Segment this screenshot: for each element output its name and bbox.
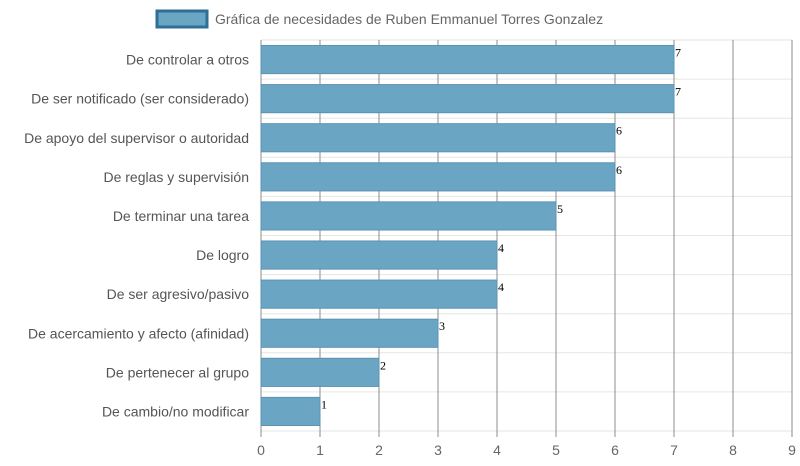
- category-label: De ser agresivo/pasivo: [107, 286, 250, 302]
- legend-label: Gráfica de necesidades de Ruben Emmanuel…: [215, 11, 603, 27]
- bar: [260, 162, 616, 192]
- bar-value-label: 7: [675, 85, 681, 99]
- bar: [260, 318, 439, 348]
- bar-value-label: 6: [616, 163, 622, 177]
- x-tick-label: 0: [257, 442, 265, 458]
- category-label: De logro: [196, 247, 249, 263]
- category-label: De reglas y supervisión: [103, 169, 249, 185]
- bar: [260, 357, 380, 387]
- category-label: De terminar una tarea: [113, 208, 249, 224]
- bar: [260, 240, 498, 270]
- bar-value-label: 5: [557, 202, 563, 216]
- bar-value-label: 6: [616, 124, 622, 138]
- category-label: De controlar a otros: [126, 52, 249, 68]
- bar: [260, 44, 675, 75]
- bar-value-label: 2: [380, 358, 386, 372]
- legend-swatch: [155, 9, 209, 29]
- x-tick-label: 7: [670, 442, 678, 458]
- category-label: De apoyo del supervisor o autoridad: [24, 130, 249, 146]
- bar: [260, 279, 498, 309]
- x-tick-label: 1: [316, 442, 324, 458]
- bar: [260, 84, 675, 114]
- bar: [260, 201, 557, 231]
- category-label: De cambio/no modificar: [102, 403, 249, 419]
- chart-bars: [260, 44, 675, 427]
- x-tick-label: 9: [788, 442, 796, 458]
- bar-value-label: 4: [498, 280, 504, 294]
- bar-value-label: 1: [321, 397, 327, 411]
- x-tick-label: 2: [375, 442, 383, 458]
- bar: [260, 123, 616, 153]
- bar-value-label: 7: [675, 45, 681, 59]
- category-label: De acercamiento y afecto (afinidad): [28, 325, 249, 341]
- bar-value-label: 4: [498, 241, 504, 255]
- x-axis-ticks: 0 1 2 3 4 5 6 7 8 9: [257, 442, 796, 458]
- chart-legend: Gráfica de necesidades de Ruben Emmanuel…: [155, 9, 603, 29]
- x-tick-label: 4: [493, 442, 501, 458]
- x-tick-label: 3: [434, 442, 442, 458]
- category-label: De pertenecer al grupo: [106, 364, 249, 380]
- bar: [260, 396, 321, 427]
- value-labels: 7 7 6 6 5 4 4 3 2 1: [321, 45, 681, 411]
- x-tick-label: 5: [552, 442, 560, 458]
- category-labels: De controlar a otros De ser notificado (s…: [24, 52, 249, 420]
- x-tick-label: 6: [611, 442, 619, 458]
- x-tick-label: 8: [729, 442, 737, 458]
- bar-value-label: 3: [439, 319, 445, 333]
- category-label: De ser notificado (ser considerado): [31, 91, 249, 107]
